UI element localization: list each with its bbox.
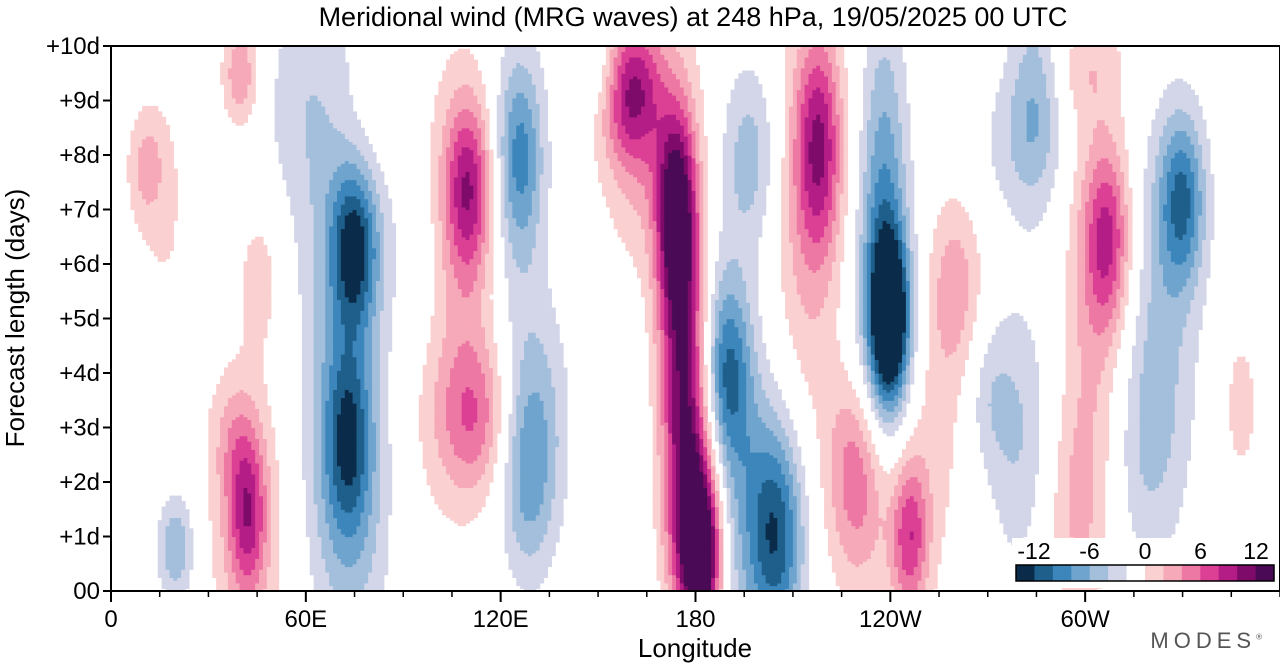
heat-cell — [142, 106, 147, 109]
heat-cell — [216, 384, 221, 387]
heat-cell — [166, 125, 171, 128]
heat-cell — [212, 395, 217, 398]
heat-cell — [150, 106, 155, 109]
heat-cell — [158, 520, 163, 523]
heat-cell — [173, 169, 178, 172]
heat-cell — [185, 509, 190, 512]
heat-cell — [177, 496, 182, 499]
heat-cell — [146, 106, 151, 109]
heat-cell — [228, 362, 233, 365]
heat-cell — [189, 528, 194, 531]
heat-cell — [162, 117, 167, 120]
heat-cell — [134, 120, 139, 123]
heat-cell — [208, 408, 213, 411]
heat-cell — [169, 141, 174, 144]
heat-cell — [236, 354, 241, 357]
heat-cell — [220, 376, 225, 379]
chart-title: Meridional wind (MRG waves) at 248 hPa, … — [319, 2, 1068, 32]
heat-cell — [130, 130, 135, 133]
heat-cell — [169, 496, 174, 499]
heat-cell — [173, 496, 178, 499]
heat-cell — [232, 359, 237, 362]
heat-cell — [162, 507, 167, 510]
heat-cell — [158, 111, 163, 114]
heat-cell — [127, 155, 132, 158]
heat-cell — [154, 106, 159, 109]
heat-cell — [224, 368, 229, 371]
chart: Meridional wind (MRG waves) at 248 hPa, … — [0, 0, 1280, 664]
heat-cell — [138, 111, 143, 114]
heatmap-field — [127, 46, 1254, 592]
heat-cell — [220, 62, 225, 65]
heat-cell — [181, 501, 186, 504]
heat-cell — [166, 501, 171, 504]
